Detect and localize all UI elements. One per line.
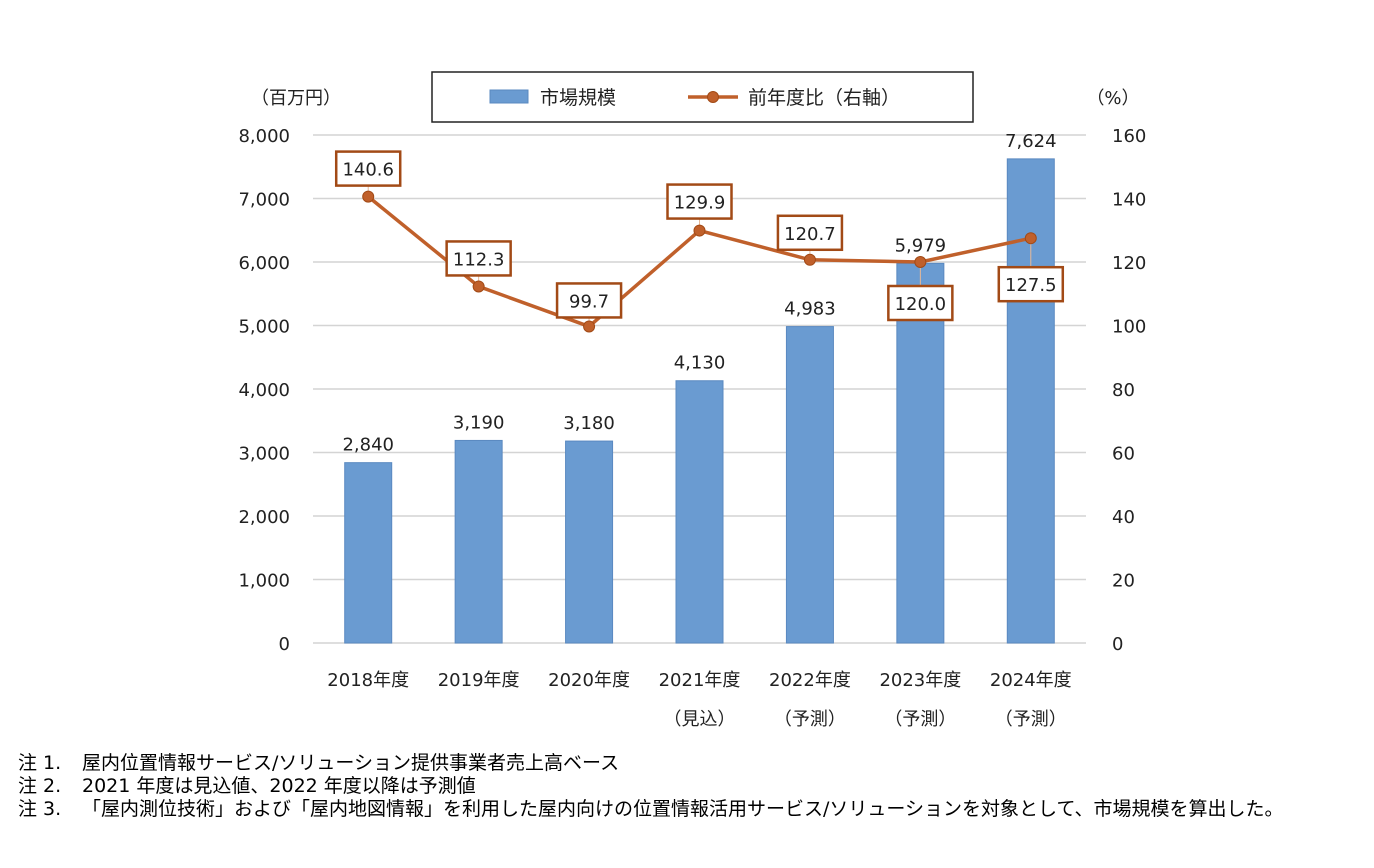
line-point	[914, 256, 927, 268]
line-value-label: 112.3	[453, 249, 505, 270]
x-tick-label: 2020年度	[548, 670, 630, 691]
notes-section: 注 1. 屋内位置情報サービス/ソリューション提供事業者売上高ベース 注 2. …	[18, 752, 1358, 821]
y-left-tick-label: 6,000	[238, 253, 290, 274]
y-left-tick-label: 8,000	[238, 126, 290, 147]
y-right-tick-label: 0	[1112, 634, 1123, 655]
x-tick-sublabel: （見込）	[664, 709, 736, 730]
bar	[896, 262, 945, 644]
y-left-tick-label: 4,000	[238, 380, 290, 401]
note-text: 2021 年度は見込値、2022 年度以降は予測値	[82, 775, 476, 797]
line-point	[1024, 232, 1037, 245]
y-left-tick-label: 2,000	[238, 507, 290, 528]
bar-value-label: 7,624	[1005, 131, 1057, 152]
bar	[1006, 158, 1055, 644]
bar	[565, 440, 614, 644]
bar	[675, 380, 724, 644]
bar-value-label: 3,180	[563, 413, 615, 434]
y-right-tick-label: 100	[1112, 317, 1146, 338]
bar	[785, 326, 834, 644]
note-text: 屋内位置情報サービス/ソリューション提供事業者売上高ベース	[82, 752, 620, 774]
legend-bar-swatch	[489, 89, 529, 104]
x-tick-sublabel: （予測）	[774, 709, 846, 730]
line-value-label: 140.6	[342, 160, 394, 181]
bar	[344, 462, 393, 644]
note-label: 注 1.	[18, 752, 62, 774]
y-left-tick-label: 1,000	[238, 571, 290, 592]
x-tick-label: 2022年度	[769, 670, 851, 691]
y-right-tick-label: 40	[1112, 507, 1135, 528]
line-label-box	[666, 183, 733, 220]
line-point	[693, 224, 706, 237]
legend-bar-label: 市場規模	[540, 87, 616, 109]
legend-line-marker	[707, 91, 719, 103]
y-right-tick-label: 120	[1112, 253, 1146, 274]
y-right-tick-label: 160	[1112, 126, 1146, 147]
y-right-tick-label: 140	[1112, 190, 1146, 211]
y-left-tick-label: 0	[279, 634, 290, 655]
bar-value-label: 3,190	[453, 412, 505, 433]
note-3: 注 3. 「屋内測位技術」および「屋内地図情報」を利用した屋内向けの位置情報活用…	[18, 798, 1358, 821]
line-label-box	[555, 282, 623, 319]
x-tick-label: 2023年度	[879, 670, 961, 691]
bar-value-label: 5,979	[895, 235, 947, 256]
line-point	[583, 320, 596, 333]
x-tick-sublabel: （予測）	[884, 709, 956, 730]
line-label-box	[776, 214, 844, 252]
x-tick-label: 2019年度	[438, 670, 520, 691]
line-label-box	[997, 265, 1065, 303]
line-label-box	[887, 284, 954, 322]
note-text: 「屋内測位技術」および「屋内地図情報」を利用した屋内向けの位置情報活用サービス/…	[82, 798, 1284, 820]
line-value-label: 120.7	[784, 224, 836, 245]
x-tick-label: 2018年度	[327, 670, 409, 691]
line-value-label: 120.0	[895, 294, 947, 315]
y-left-tick-label: 7,000	[238, 190, 290, 211]
line-value-label: 129.9	[674, 193, 726, 214]
line-value-label: 127.5	[1005, 275, 1057, 296]
note-label: 注 2.	[18, 775, 62, 797]
y-left-tick-label: 3,000	[238, 444, 290, 465]
y-right-tick-label: 60	[1112, 444, 1135, 465]
y-left-unit-label: （百万円）	[251, 88, 341, 109]
line-value-label: 99.7	[569, 291, 609, 312]
legend-line-label: 前年度比（右軸）	[748, 87, 900, 109]
x-tick-label: 2021年度	[659, 670, 741, 691]
y-right-tick-label: 20	[1112, 571, 1135, 592]
combo-chart: 0 0 1,000 20 2,000 40 3,000 60 4,000 80 5,000 100 6,…	[238, 71, 1146, 730]
note-label: 注 3.	[18, 798, 62, 820]
y-right-unit-label: （%）	[1086, 88, 1139, 109]
y-right-tick-label: 80	[1112, 380, 1135, 401]
x-tick-sublabel: （予測）	[995, 709, 1067, 730]
bar-value-label: 2,840	[342, 435, 394, 456]
note-1: 注 1. 屋内位置情報サービス/ソリューション提供事業者売上高ベース	[18, 752, 1358, 775]
bar	[454, 439, 503, 644]
line-label-box	[445, 240, 512, 277]
line-point	[803, 253, 816, 266]
line-point	[472, 280, 485, 293]
x-tick-label: 2024年度	[990, 670, 1072, 691]
line-label-box	[334, 150, 402, 187]
bar-value-label: 4,130	[674, 353, 726, 374]
line-point	[362, 190, 375, 203]
bar-value-label: 4,983	[784, 299, 836, 320]
note-2: 注 2. 2021 年度は見込値、2022 年度以降は予測値	[18, 775, 1358, 798]
y-left-tick-label: 5,000	[238, 317, 290, 338]
